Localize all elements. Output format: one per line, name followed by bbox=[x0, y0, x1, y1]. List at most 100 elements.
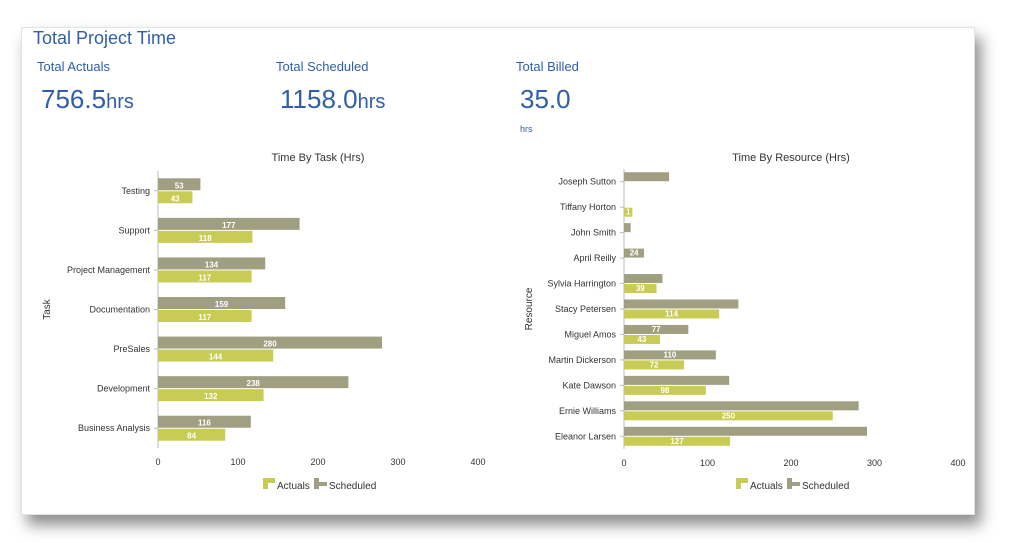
legend-label-scheduled: Scheduled bbox=[802, 481, 849, 492]
bar-actuals-project-management bbox=[158, 270, 252, 283]
total-billed-label: Total Billed bbox=[516, 59, 579, 74]
x-tick-label-300: 300 bbox=[867, 458, 882, 468]
time-by-task-chart: Time By Task (Hrs) Task Testing 53 43 Support… bbox=[42, 152, 486, 492]
bar-actuals-eleanor-larsen bbox=[624, 436, 731, 446]
bar-scheduled-joseph-sutton bbox=[624, 172, 670, 182]
legend-swatch-actuals bbox=[736, 478, 748, 483]
category-label-john-smith: John Smith bbox=[571, 228, 616, 238]
bar-scheduled-presales bbox=[158, 336, 382, 349]
x-tick-label-0: 0 bbox=[621, 458, 626, 468]
dashboard-card: Total Project Time Total Actuals 756.5hr… bbox=[21, 27, 975, 515]
bar-scheduled-john-smith bbox=[624, 223, 631, 233]
bar-actuals-business-analysis bbox=[158, 428, 226, 441]
page-title: Total Project Time bbox=[33, 28, 177, 48]
bar-actuals-presales bbox=[158, 349, 274, 362]
x-tick-label-200: 200 bbox=[310, 457, 325, 467]
bar-scheduled-miguel-amos bbox=[624, 324, 689, 334]
category-label-sylvia-harrington: Sylvia Harrington bbox=[547, 279, 616, 289]
data-label-actuals-testing: 43 bbox=[171, 194, 180, 203]
category-label-support: Support bbox=[118, 225, 150, 235]
data-label-actuals-project-management: 117 bbox=[198, 273, 211, 282]
x-tick-label-100: 100 bbox=[230, 457, 245, 467]
legend-swatch-actuals-stem bbox=[263, 483, 268, 489]
bar-actuals-sylvia-harrington bbox=[624, 284, 657, 294]
bar-scheduled-sylvia-harrington bbox=[624, 274, 663, 284]
bar-scheduled-martin-dickerson bbox=[624, 350, 716, 360]
data-label-scheduled-project-management: 134 bbox=[205, 260, 219, 269]
category-label-miguel-amos: Miguel Amos bbox=[564, 329, 616, 339]
total-actuals-label: Total Actuals bbox=[37, 59, 110, 74]
bar-actuals-development bbox=[158, 389, 264, 402]
legend-swatch-actuals bbox=[263, 478, 275, 483]
legend-label-scheduled: Scheduled bbox=[329, 481, 376, 492]
chart-title: Time By Task (Hrs) bbox=[272, 152, 365, 164]
category-label-ernie-williams: Ernie Williams bbox=[559, 406, 617, 416]
data-label-scheduled-testing: 53 bbox=[175, 181, 184, 190]
data-label-actuals-business-analysis: 84 bbox=[187, 432, 196, 441]
category-label-stacy-petersen: Stacy Petersen bbox=[555, 304, 616, 314]
total-actuals-unit: hrs bbox=[106, 91, 134, 113]
x-tick-label-0: 0 bbox=[155, 457, 160, 467]
bar-scheduled-kate-dawson bbox=[624, 375, 730, 385]
data-label-scheduled-april-reilly: 24 bbox=[630, 249, 639, 258]
data-label-scheduled-documentation: 159 bbox=[215, 300, 229, 309]
bar-actuals-testing bbox=[158, 191, 193, 204]
bar-actuals-ernie-williams bbox=[624, 411, 833, 421]
bar-scheduled-april-reilly bbox=[624, 248, 645, 258]
total-actuals-value: 756.5hrs bbox=[41, 84, 134, 115]
category-label-presales: PreSales bbox=[113, 344, 150, 354]
data-label-actuals-miguel-amos: 43 bbox=[637, 335, 646, 344]
category-label-development: Development bbox=[97, 384, 151, 394]
bar-scheduled-documentation bbox=[158, 297, 286, 309]
data-label-scheduled-miguel-amos: 77 bbox=[652, 325, 661, 334]
category-label-project-management: Project Management bbox=[67, 265, 151, 275]
x-tick-label-400: 400 bbox=[950, 458, 965, 468]
bar-scheduled-support bbox=[158, 217, 300, 230]
bar-actuals-tiffany-horton bbox=[624, 207, 633, 217]
legend-swatch-scheduled bbox=[787, 482, 800, 486]
category-label-joseph-sutton: Joseph Sutton bbox=[558, 177, 616, 187]
bar-actuals-kate-dawson bbox=[624, 385, 706, 395]
category-label-kate-dawson: Kate Dawson bbox=[562, 380, 616, 390]
bar-scheduled-development bbox=[158, 376, 349, 389]
legend-swatch-scheduled bbox=[314, 482, 327, 486]
data-label-actuals-documentation: 117 bbox=[198, 313, 211, 322]
bar-actuals-support bbox=[158, 230, 253, 243]
bar-actuals-stacy-petersen bbox=[624, 309, 720, 319]
bar-scheduled-stacy-petersen bbox=[624, 299, 739, 309]
x-tick-label-100: 100 bbox=[700, 458, 715, 468]
bar-scheduled-project-management bbox=[158, 257, 266, 270]
category-label-martin-dickerson: Martin Dickerson bbox=[548, 355, 616, 365]
category-label-april-reilly: April Reilly bbox=[573, 253, 616, 263]
data-label-scheduled-support: 177 bbox=[222, 221, 236, 230]
bar-actuals-documentation bbox=[158, 310, 252, 322]
total-scheduled-unit: hrs bbox=[357, 91, 386, 113]
data-label-actuals-ernie-williams: 250 bbox=[722, 411, 736, 420]
data-label-scheduled-martin-dickerson: 110 bbox=[663, 350, 676, 359]
category-label-eleanor-larsen: Eleanor Larsen bbox=[555, 431, 616, 441]
category-label-tiffany-horton: Tiffany Horton bbox=[560, 202, 616, 212]
bar-scheduled-testing bbox=[158, 178, 201, 191]
total-billed-value: 35.0 hrs bbox=[520, 84, 571, 134]
data-label-actuals-development: 132 bbox=[204, 392, 218, 401]
data-label-scheduled-presales: 280 bbox=[263, 340, 277, 349]
bar-actuals-martin-dickerson bbox=[624, 360, 685, 370]
category-label-documentation: Documentation bbox=[89, 305, 150, 315]
y-axis-title: Resource bbox=[524, 287, 535, 330]
legend-label-actuals: Actuals bbox=[750, 481, 783, 492]
data-label-actuals-sylvia-harrington: 39 bbox=[636, 284, 645, 293]
data-label-scheduled-development: 238 bbox=[247, 379, 261, 388]
x-tick-label-200: 200 bbox=[783, 458, 798, 468]
data-label-actuals-kate-dawson: 98 bbox=[660, 386, 669, 395]
x-tick-label-300: 300 bbox=[390, 457, 405, 467]
bar-actuals-miguel-amos bbox=[624, 334, 660, 344]
chart-title: Time By Resource (Hrs) bbox=[732, 152, 850, 164]
x-tick-label-400: 400 bbox=[470, 457, 485, 467]
data-label-scheduled-business-analysis: 116 bbox=[198, 419, 211, 428]
total-billed-number: 35.0 bbox=[520, 84, 571, 114]
time-by-resource-chart: Time By Resource (Hrs) Resource Joseph Sut… bbox=[524, 152, 966, 492]
data-label-actuals-support: 118 bbox=[199, 234, 212, 243]
y-axis-title: Task bbox=[42, 298, 53, 320]
data-label-actuals-presales: 144 bbox=[209, 353, 223, 362]
total-billed-unit: hrs bbox=[520, 124, 533, 134]
